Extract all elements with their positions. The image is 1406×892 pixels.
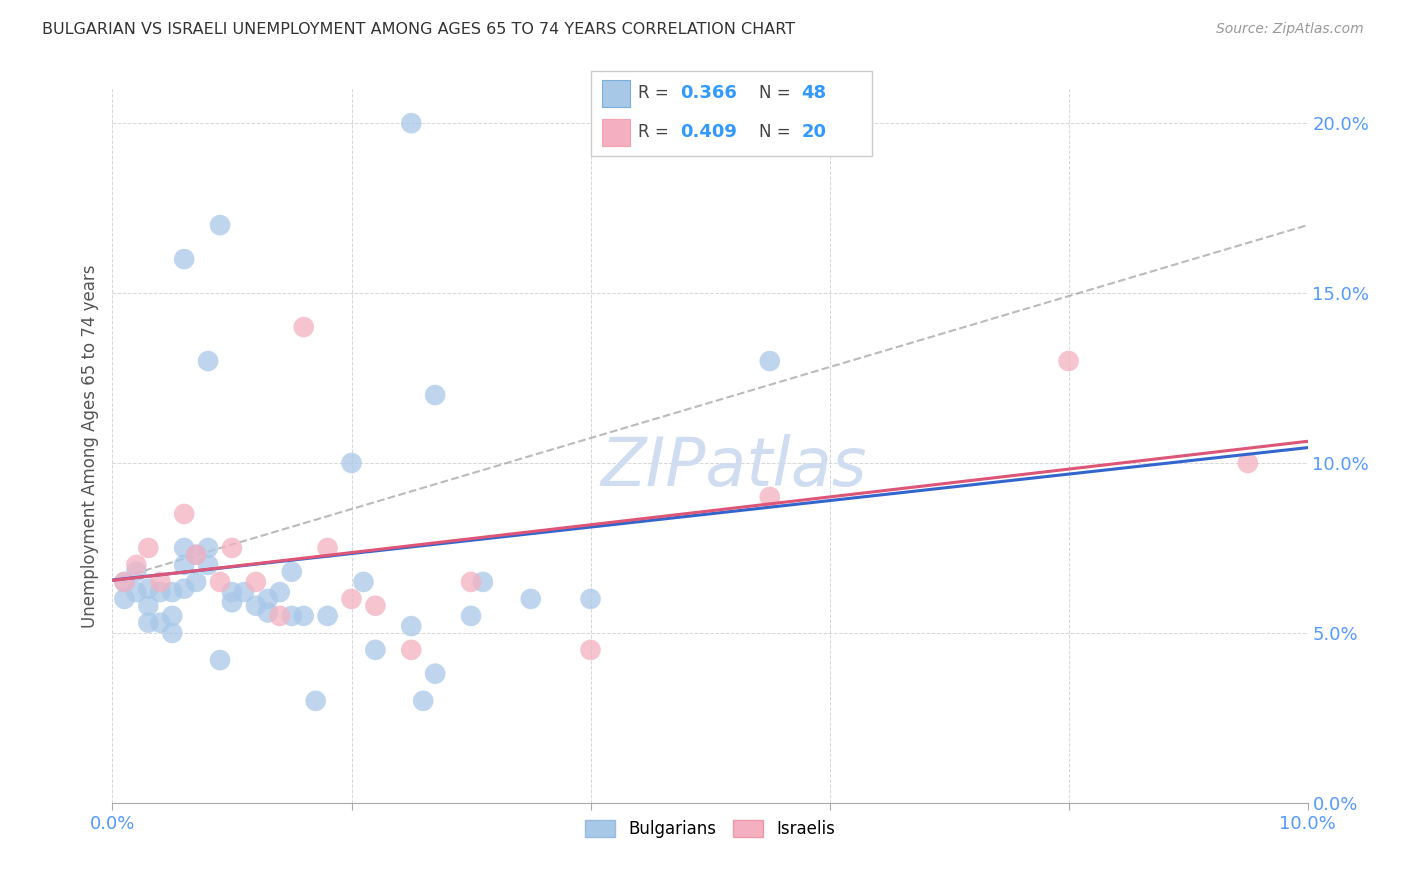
- Point: [149, 615, 172, 630]
- Point: [364, 599, 387, 613]
- Bar: [602, 119, 630, 146]
- Point: [138, 541, 160, 555]
- Text: BULGARIAN VS ISRAELI UNEMPLOYMENT AMONG AGES 65 TO 74 YEARS CORRELATION CHART: BULGARIAN VS ISRAELI UNEMPLOYMENT AMONG …: [42, 22, 796, 37]
- FancyBboxPatch shape: [591, 71, 872, 156]
- Point: [281, 608, 304, 623]
- Point: [292, 320, 315, 334]
- Point: [245, 574, 267, 589]
- Point: [114, 574, 135, 589]
- Point: [221, 541, 243, 555]
- Point: [221, 585, 243, 599]
- Point: [209, 653, 232, 667]
- Y-axis label: Unemployment Among Ages 65 to 74 years: Unemployment Among Ages 65 to 74 years: [80, 264, 98, 628]
- Point: [125, 565, 148, 579]
- Point: [292, 608, 315, 623]
- Point: [353, 574, 375, 589]
- Point: [460, 574, 482, 589]
- Point: [401, 643, 423, 657]
- Point: [197, 354, 219, 368]
- Point: [269, 608, 291, 623]
- Point: [401, 116, 423, 130]
- Text: R =: R =: [638, 123, 675, 141]
- Point: [149, 574, 172, 589]
- Point: [209, 574, 232, 589]
- Text: R =: R =: [638, 85, 675, 103]
- Point: [269, 585, 291, 599]
- Point: [364, 643, 387, 657]
- Point: [401, 619, 423, 633]
- Point: [173, 507, 195, 521]
- Point: [1237, 456, 1260, 470]
- Point: [520, 591, 543, 606]
- Point: [138, 582, 160, 596]
- Text: 20: 20: [801, 123, 827, 141]
- Point: [162, 585, 183, 599]
- Point: [759, 354, 782, 368]
- Point: [579, 643, 602, 657]
- Point: [233, 585, 256, 599]
- Point: [340, 456, 363, 470]
- Point: [257, 591, 280, 606]
- Point: [579, 591, 602, 606]
- Point: [197, 541, 219, 555]
- Text: N =: N =: [759, 123, 796, 141]
- Point: [305, 694, 328, 708]
- Point: [125, 558, 148, 572]
- Text: 48: 48: [801, 85, 827, 103]
- Point: [340, 591, 363, 606]
- Point: [197, 558, 219, 572]
- Point: [149, 585, 172, 599]
- Point: [460, 608, 482, 623]
- Point: [173, 558, 195, 572]
- Point: [186, 574, 208, 589]
- Text: Source: ZipAtlas.com: Source: ZipAtlas.com: [1216, 22, 1364, 37]
- Point: [173, 252, 195, 266]
- Point: [114, 591, 135, 606]
- Point: [245, 599, 267, 613]
- Text: 0.366: 0.366: [681, 85, 737, 103]
- Point: [412, 694, 434, 708]
- Point: [316, 608, 339, 623]
- Point: [425, 388, 447, 402]
- Point: [472, 574, 495, 589]
- Point: [186, 548, 208, 562]
- Text: 0.409: 0.409: [681, 123, 737, 141]
- Point: [1057, 354, 1080, 368]
- Point: [316, 541, 339, 555]
- Point: [138, 615, 160, 630]
- Point: [162, 626, 183, 640]
- Point: [759, 490, 782, 504]
- Point: [173, 582, 195, 596]
- Point: [125, 585, 148, 599]
- Point: [186, 548, 208, 562]
- Point: [281, 565, 304, 579]
- Text: N =: N =: [759, 85, 796, 103]
- Point: [221, 595, 243, 609]
- Point: [209, 218, 232, 232]
- Point: [257, 606, 280, 620]
- Point: [138, 599, 160, 613]
- Point: [173, 541, 195, 555]
- Text: ZIPatlas: ZIPatlas: [600, 434, 868, 500]
- Point: [425, 666, 447, 681]
- Legend: Bulgarians, Israelis: Bulgarians, Israelis: [578, 813, 842, 845]
- Point: [114, 574, 135, 589]
- Bar: [602, 80, 630, 107]
- Point: [162, 608, 183, 623]
